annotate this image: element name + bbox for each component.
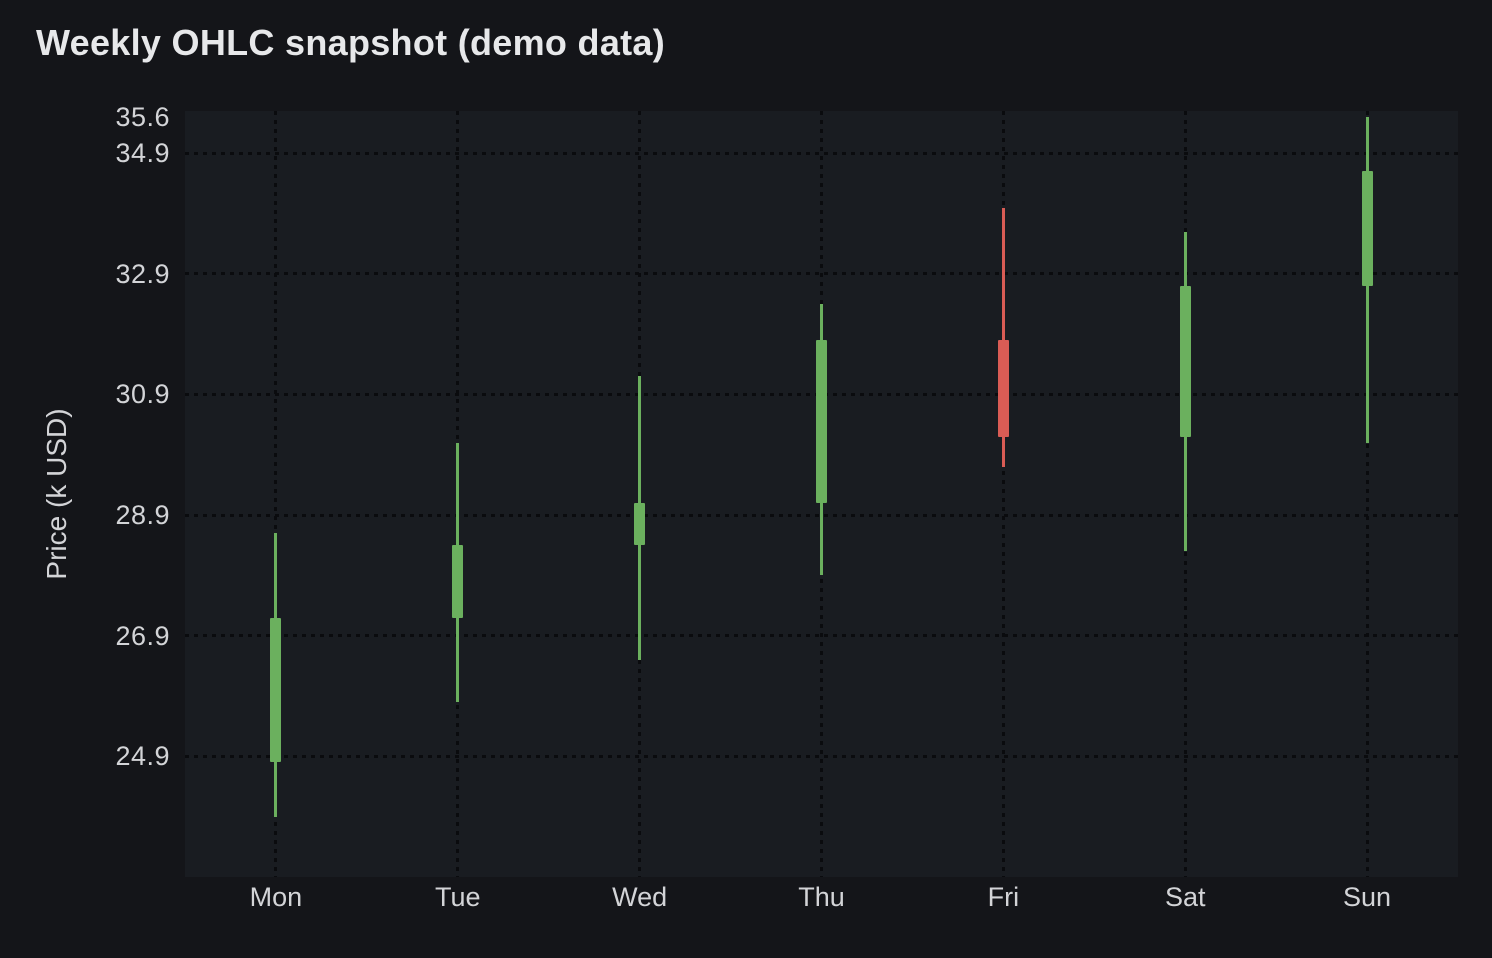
v-gridline <box>1365 111 1369 877</box>
y-tick-label: 34.9 <box>115 138 170 169</box>
candle-body <box>1179 285 1191 437</box>
candle-body <box>997 340 1009 437</box>
y-tick-label: 30.9 <box>115 379 170 410</box>
plot-area <box>185 111 1458 877</box>
y-tick-label: 35.6 <box>115 102 170 132</box>
x-tick-label: Fri <box>987 882 1020 912</box>
y-tick-label: 26.9 <box>115 620 170 651</box>
candle-body <box>816 340 827 504</box>
x-tick-label: Sun <box>1343 882 1392 912</box>
candle-body <box>1361 171 1373 286</box>
y-axis-title: Price (k USD) <box>41 408 72 580</box>
chart-title: Weekly OHLC snapshot (demo data) <box>36 22 666 63</box>
y-tick-label: 28.9 <box>115 500 170 531</box>
v-gridline <box>274 111 278 877</box>
x-tick-label: Thu <box>798 882 845 912</box>
x-tick-label: Wed <box>612 882 668 912</box>
y-tick-label: 32.9 <box>115 258 170 289</box>
v-gridline <box>1001 111 1005 877</box>
candle-body <box>270 617 282 763</box>
candle-wick <box>1001 207 1005 467</box>
x-tick-label: Mon <box>249 882 303 912</box>
candle-body <box>634 503 646 546</box>
y-tick-label: 24.9 <box>115 741 170 772</box>
candle-body <box>452 545 464 618</box>
x-tick-label: Sat <box>1164 882 1206 912</box>
x-tick-label: Tue <box>435 882 481 912</box>
